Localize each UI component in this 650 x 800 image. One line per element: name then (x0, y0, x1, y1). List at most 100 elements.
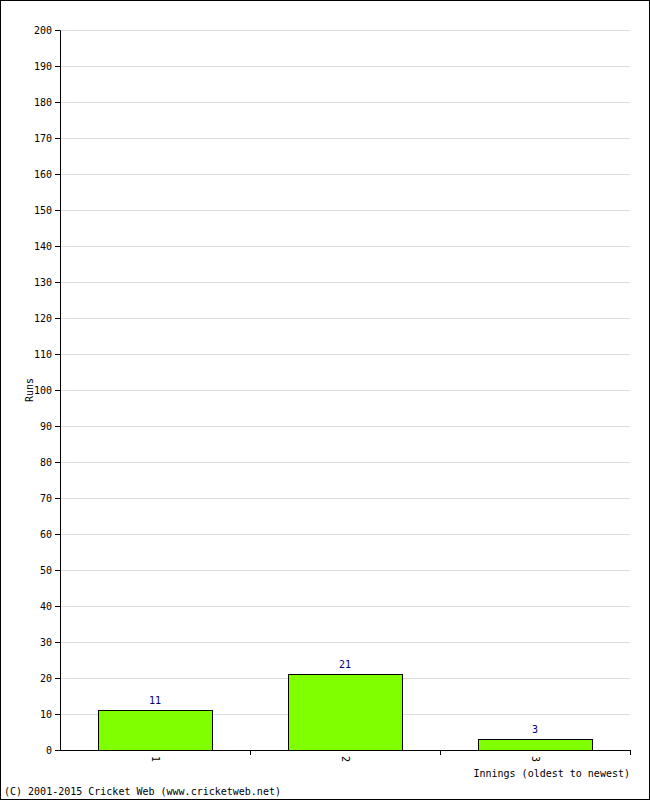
y-tick: 30 (40, 637, 60, 648)
y-tick-label: 190 (34, 61, 52, 72)
y-tick: 60 (40, 529, 60, 540)
data-labels: 11 21 3 (149, 659, 538, 735)
grid-line (60, 390, 630, 391)
x-tick: 1 (150, 756, 161, 762)
grid-line (60, 462, 630, 463)
x-axis: 1 2 3 (60, 751, 630, 763)
grid-line (60, 570, 630, 571)
annotation: (C) 2001-2015 Cricket Web (www.cricketwe… (4, 786, 281, 797)
y-tick-label: 20 (40, 673, 52, 684)
grid-line (60, 282, 630, 283)
y-tick: 200 (34, 25, 60, 36)
y-tick-label: 140 (34, 241, 52, 252)
y-axis: 0 10 20 30 40 50 60 70 80 90 100 110 120 130 140 150 160… (34, 25, 61, 756)
grid-line (60, 534, 630, 535)
y-tick-mark (55, 750, 60, 751)
y-tick-label: 200 (34, 25, 52, 36)
annotations: (C) 2001-2015 Cricket Web (www.cricketwe… (4, 786, 281, 797)
grid-line (60, 750, 630, 751)
bars (99, 675, 593, 751)
y-tick-mark (55, 462, 60, 463)
y-tick-label: 70 (40, 493, 52, 504)
y-tick-mark (55, 498, 60, 499)
data-label: 3 (532, 724, 538, 735)
y-axis-line (55, 31, 61, 751)
y-tick-mark (55, 210, 60, 211)
x-tick-label: 2 (340, 756, 351, 762)
y-tick: 20 (40, 673, 60, 684)
bar (99, 711, 213, 751)
y-tick: 110 (34, 349, 60, 360)
grid (60, 31, 630, 751)
y-tick-mark (55, 174, 60, 175)
grid-line (60, 138, 630, 139)
grid-line (60, 174, 630, 175)
y-tick-mark (55, 282, 60, 283)
grid-line (60, 246, 630, 247)
y-tick-label: 90 (40, 421, 52, 432)
y-tick-label: 10 (40, 709, 52, 720)
x-tick-label: 3 (530, 756, 541, 762)
y-tick-label: 100 (34, 385, 52, 396)
y-axis-title: Runs (24, 378, 35, 402)
data-label: 21 (339, 659, 351, 670)
category-separator (440, 750, 441, 755)
y-tick: 150 (34, 205, 60, 216)
y-tick: 90 (40, 421, 60, 432)
y-tick-label: 150 (34, 205, 52, 216)
y-tick-label: 30 (40, 637, 52, 648)
category-separators (251, 750, 631, 755)
y-tick-mark (55, 66, 60, 67)
bar (479, 740, 593, 751)
y-tick-mark (55, 606, 60, 607)
y-tick-label: 110 (34, 349, 52, 360)
y-tick: 170 (34, 133, 60, 144)
y-tick: 10 (40, 709, 60, 720)
grid-line (60, 354, 630, 355)
grid-line (60, 30, 630, 31)
y-tick-mark (55, 318, 60, 319)
y-tick-mark (55, 714, 60, 715)
category-separator (630, 750, 631, 755)
bar (289, 675, 403, 751)
y-tick-mark (55, 102, 60, 103)
grid-line (60, 606, 630, 607)
x-tick-label: 1 (150, 756, 161, 762)
y-tick-mark (55, 390, 60, 391)
y-tick: 120 (34, 313, 60, 324)
y-tick: 0 (46, 745, 60, 756)
y-tick-mark (55, 570, 60, 571)
y-tick-label: 130 (34, 277, 52, 288)
chart: 0 10 20 30 40 50 60 70 80 90 100 110 120 130 140 150 160… (0, 0, 650, 800)
y-tick-label: 160 (34, 169, 52, 180)
frame (1, 1, 650, 800)
grid-line (60, 66, 630, 67)
y-tick: 190 (34, 61, 60, 72)
y-tick-label: 170 (34, 133, 52, 144)
grid-line (60, 318, 630, 319)
y-tick-label: 40 (40, 601, 52, 612)
grid-line (60, 498, 630, 499)
y-tick-mark (55, 678, 60, 679)
y-tick-mark (55, 246, 60, 247)
y-tick-mark (55, 534, 60, 535)
category-separator (250, 750, 251, 755)
y-tick-label: 80 (40, 457, 52, 468)
grid-line (60, 102, 630, 103)
y-tick-label: 50 (40, 565, 52, 576)
y-tick: 40 (40, 601, 60, 612)
y-tick-mark (55, 138, 60, 139)
x-axis-line (60, 750, 630, 751)
y-tick-mark (55, 30, 60, 31)
y-tick: 80 (40, 457, 60, 468)
y-tick: 100 (34, 385, 60, 396)
y-tick-label: 120 (34, 313, 52, 324)
y-tick: 130 (34, 277, 60, 288)
y-tick-label: 180 (34, 97, 52, 108)
x-tick: 3 (530, 756, 541, 762)
y-tick: 140 (34, 241, 60, 252)
grid-line (60, 426, 630, 427)
y-tick-label: 0 (46, 745, 52, 756)
y-tick: 70 (40, 493, 60, 504)
data-label: 11 (149, 695, 161, 706)
